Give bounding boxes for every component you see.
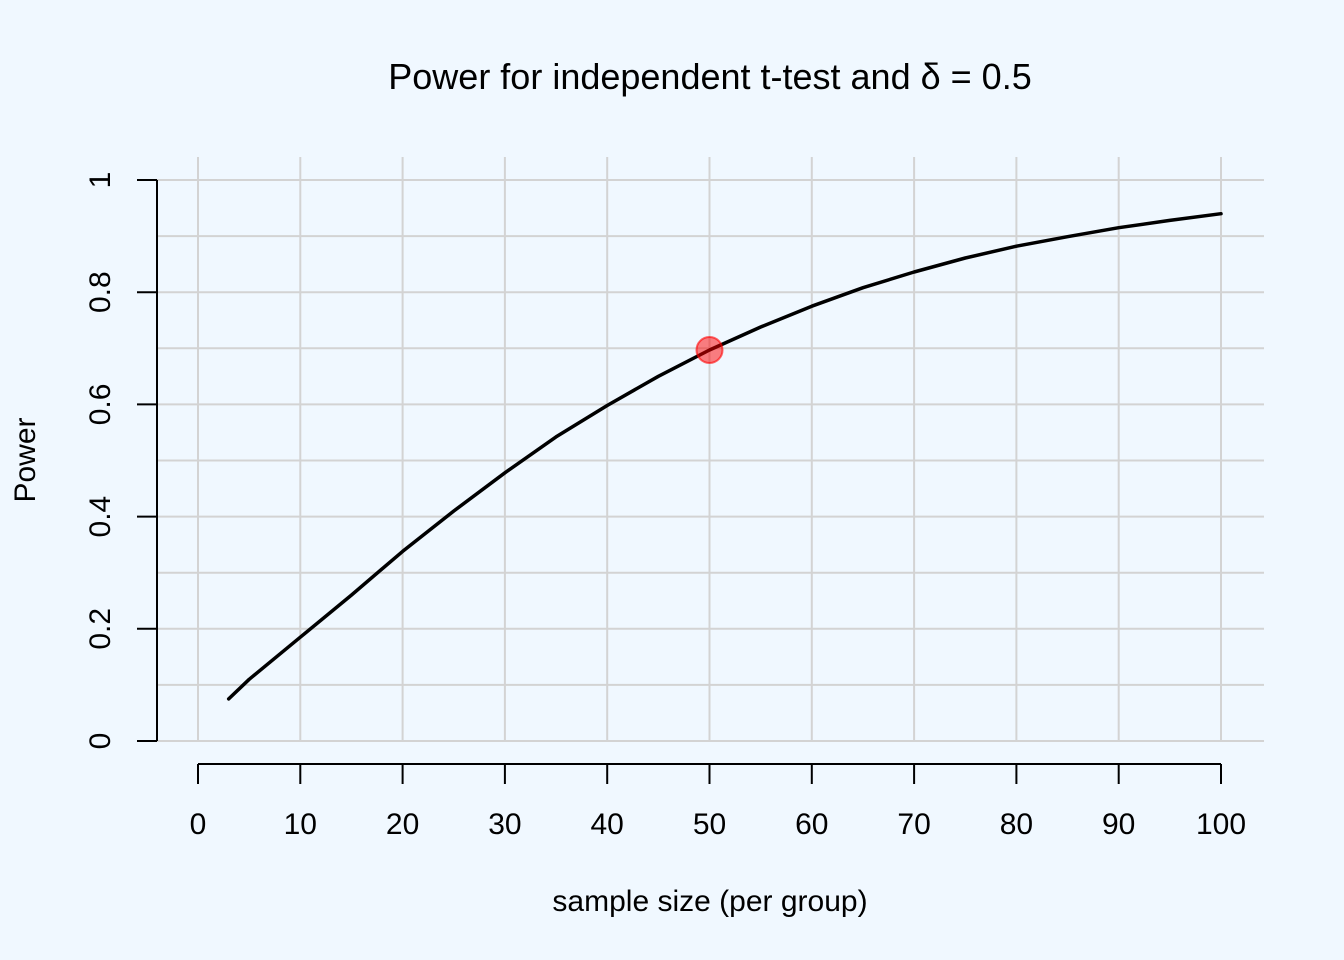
chart-title: Power for independent t-test and δ = 0.5 — [388, 56, 1031, 97]
y-tick-label: 0.6 — [84, 384, 117, 426]
y-tick-label: 0.4 — [84, 496, 117, 538]
x-tick-label: 10 — [284, 808, 317, 841]
highlight-point — [695, 335, 724, 364]
y-tick-label: 0 — [84, 733, 117, 750]
x-tick-label: 40 — [591, 808, 624, 841]
x-tick-label: 30 — [488, 808, 521, 841]
x-tick-label: 50 — [693, 808, 726, 841]
x-tick-label: 70 — [897, 808, 930, 841]
axes: 0 10 20 30 40 50 60 70 80 90 100 0 0.2 0.4 0.6 0.8 1 — [84, 172, 1246, 841]
x-axis-label: sample size (per group) — [552, 885, 867, 918]
y-tick-label: 0.8 — [84, 271, 117, 313]
x-tick-label: 80 — [1000, 808, 1033, 841]
marker-layer — [695, 335, 724, 364]
x-tick-label: 0 — [190, 808, 207, 841]
grid — [157, 157, 1264, 742]
y-tick-label: 1 — [84, 172, 117, 189]
x-tick-label: 90 — [1102, 808, 1135, 841]
y-tick-label: 0.2 — [84, 608, 117, 650]
x-tick-label: 20 — [386, 808, 419, 841]
x-tick-label: 60 — [795, 808, 828, 841]
y-axis-label: Power — [9, 417, 42, 502]
x-tick-label: 100 — [1196, 808, 1246, 841]
